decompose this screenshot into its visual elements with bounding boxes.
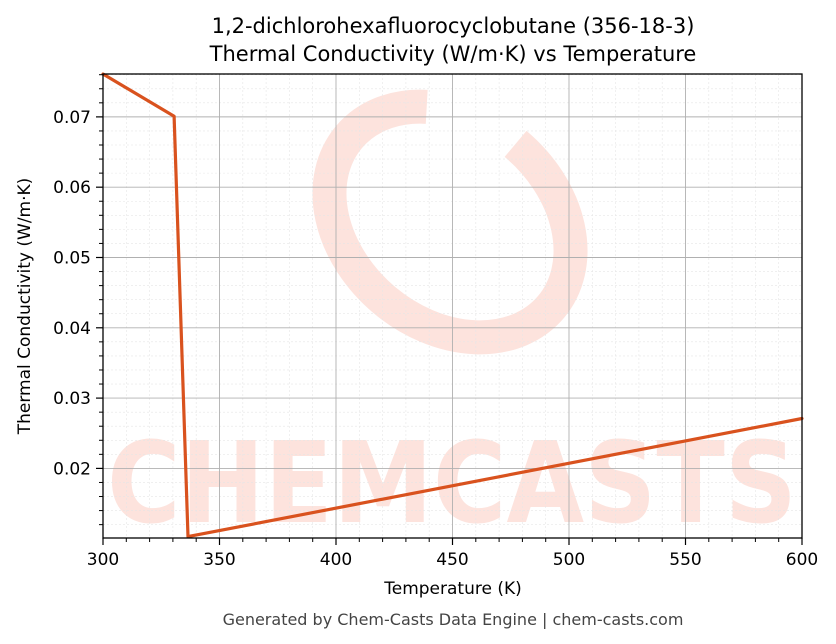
watermark: CHEMCASTS — [107, 89, 797, 549]
major-grid — [103, 74, 802, 538]
series-line-thermal-conductivity — [101, 72, 804, 539]
x-tick-labels: 300 350 400 450 500 550 600 — [87, 550, 818, 570]
y-tick-label: 0.04 — [53, 319, 91, 339]
x-tick-label: 550 — [669, 550, 701, 570]
y-tick-label: 0.06 — [53, 178, 91, 198]
chart-title-line1: 1,2-dichlorohexafluorocyclobutane (356-1… — [212, 14, 695, 38]
x-tick-label: 600 — [786, 550, 818, 570]
watermark-text: CHEMCASTS — [107, 419, 797, 549]
x-tick-label: 450 — [436, 550, 468, 570]
footer-credit: Generated by Chem-Casts Data Engine | ch… — [223, 610, 684, 629]
x-tick-label: 350 — [203, 550, 235, 570]
watermark-ring-icon — [312, 89, 588, 355]
series-layer — [101, 72, 804, 539]
x-tick-label: 300 — [87, 550, 119, 570]
x-tick-label: 400 — [320, 550, 352, 570]
y-tick-label: 0.05 — [53, 248, 91, 268]
x-axis-label: Temperature (K) — [383, 579, 522, 599]
y-axis-label: Thermal Conductivity (W/m·K) — [15, 178, 35, 436]
y-tick-label: 0.02 — [53, 459, 91, 479]
y-tick-labels: 0.02 0.03 0.04 0.05 0.06 0.07 — [53, 108, 91, 480]
axis-ticks — [96, 74, 803, 545]
x-tick-label: 500 — [553, 550, 585, 570]
y-tick-label: 0.03 — [53, 389, 91, 409]
chart-title-line2: Thermal Conductivity (W/m·K) vs Temperat… — [209, 42, 697, 66]
y-tick-label: 0.07 — [53, 108, 91, 128]
